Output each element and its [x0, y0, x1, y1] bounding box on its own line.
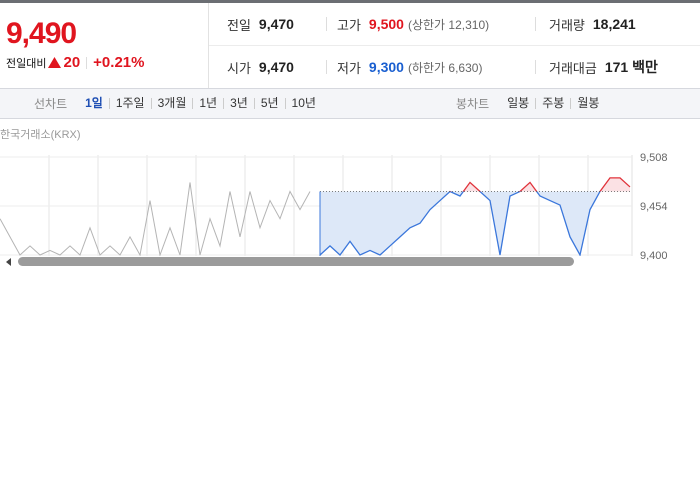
- line-chart-tabs: 선차트 1일 1주일 3개월 1년 3년 5년 10년: [34, 89, 322, 118]
- value: 9,470: [258, 16, 294, 32]
- price-line: [319, 191, 601, 257]
- summary-cell: 고가 9,500 (상한가 12,310): [337, 3, 489, 45]
- quote-box: 9,490 전일대비 20 +0.21%: [0, 3, 209, 88]
- separator: [326, 17, 327, 31]
- summary-grid: 전일 9,470 고가 9,500 (상한가 12,310) 거래량 18,241 시가…: [209, 3, 700, 88]
- chart-tabs: 선차트 1일 1주일 3개월 1년 3년 5년 10년 봉차트 일봉 주봉 월봉: [0, 88, 700, 119]
- sub: (하한가 6,630): [407, 60, 483, 75]
- label: 거래대금: [549, 60, 597, 76]
- label: 고가: [337, 17, 361, 33]
- row-divider: [209, 45, 700, 46]
- chart-source: 한국거래소(KRX): [0, 128, 81, 141]
- change-value: 20: [63, 54, 81, 71]
- separator: [535, 60, 536, 74]
- area-fill: [320, 177, 630, 192]
- y-tick-label: 9,400: [640, 250, 668, 262]
- price-line: [0, 182, 311, 257]
- scroll-left[interactable]: [6, 258, 11, 266]
- top-border: [0, 0, 700, 3]
- change-label: 전일대비: [6, 57, 47, 70]
- tab-option[interactable]: 주봉: [535, 97, 570, 109]
- change-rate: +0.21%: [93, 54, 145, 71]
- up-arrow: [48, 57, 62, 68]
- change: 전일대비 20 +0.21%: [6, 54, 144, 71]
- tab-option[interactable]: 1년: [192, 97, 223, 109]
- separator: [86, 56, 88, 69]
- value: 9,300: [368, 59, 404, 75]
- separator: [535, 17, 536, 31]
- tab-option[interactable]: 월봉: [570, 97, 605, 109]
- tab-option[interactable]: 1일: [85, 96, 103, 110]
- below-reference: [319, 191, 630, 257]
- plot: [0, 156, 632, 257]
- value: 18,241: [592, 16, 636, 32]
- tab-option[interactable]: 1주일: [108, 97, 151, 109]
- summary-cell: 전일 9,470: [227, 3, 294, 45]
- y-tick-label: 9,454: [640, 201, 668, 213]
- label: 시가: [227, 60, 251, 76]
- y-tick-label: 9,508: [640, 152, 668, 164]
- value: 9,500: [368, 16, 404, 32]
- group-label: 선차트: [34, 97, 68, 111]
- separator: [326, 60, 327, 74]
- candle-chart-tabs: 봉차트 일봉 주봉 월봉: [456, 89, 605, 118]
- summary-cell: 저가 9,300 (하한가 6,630): [337, 46, 482, 88]
- label: 전일: [227, 17, 251, 33]
- price: 9,490: [6, 17, 77, 50]
- tab-option[interactable]: 3년: [223, 97, 254, 109]
- tab-option[interactable]: 10년: [284, 97, 322, 109]
- summary-cell: 거래량 18,241: [549, 3, 636, 45]
- sub: (상한가 12,310): [407, 17, 490, 32]
- tab-option[interactable]: 5년: [253, 97, 285, 109]
- chart: 한국거래소(KRX) 9,508 9,454 9,400: [0, 128, 700, 270]
- price-line: [449, 177, 631, 192]
- group-label: 봉차트: [456, 97, 490, 111]
- label: 저가: [337, 60, 361, 76]
- scroll-thumb[interactable]: [18, 257, 574, 266]
- tab-option[interactable]: 일봉: [507, 96, 530, 110]
- tab-option[interactable]: 3개월: [150, 97, 193, 109]
- summary-cell: 시가 9,470: [227, 46, 294, 88]
- value: 171 백만: [604, 59, 658, 75]
- above-reference: [320, 177, 631, 192]
- label: 거래량: [549, 17, 585, 33]
- value: 9,470: [258, 59, 294, 75]
- summary-cell: 거래대금 171 백만: [549, 46, 658, 88]
